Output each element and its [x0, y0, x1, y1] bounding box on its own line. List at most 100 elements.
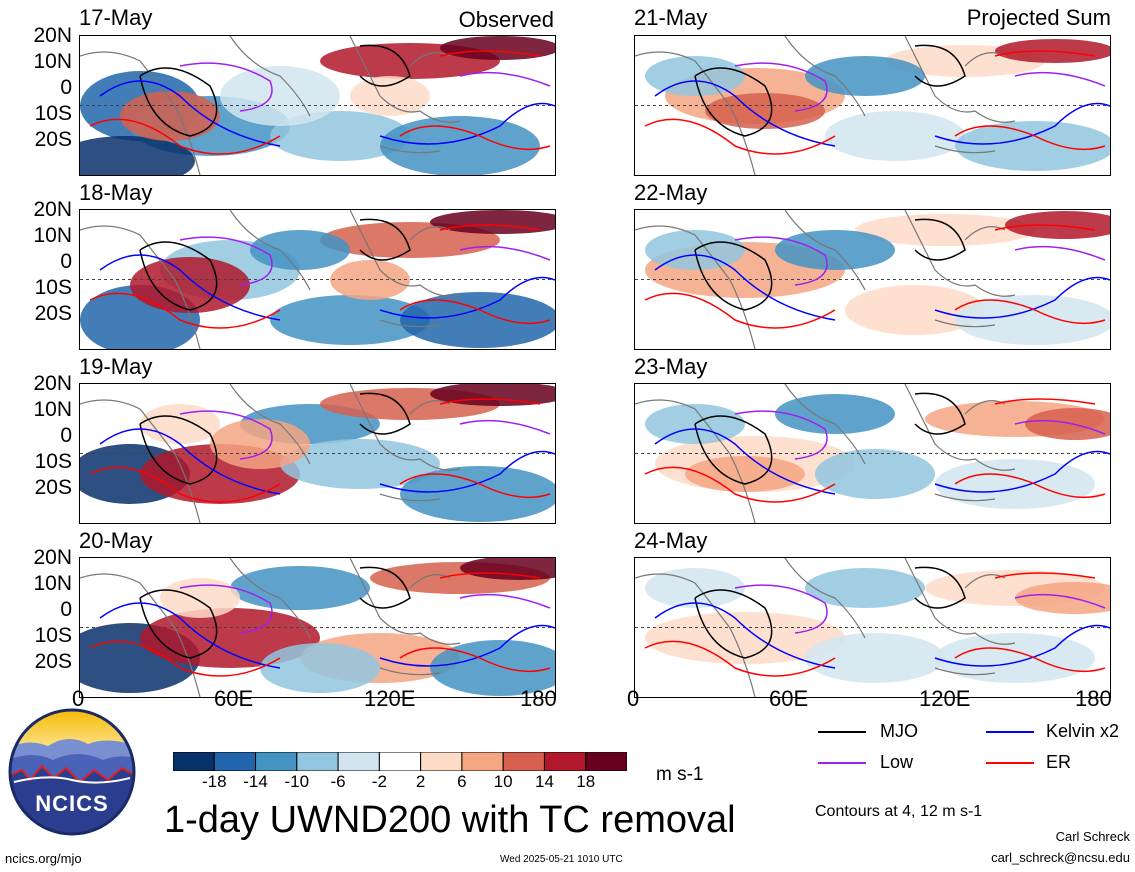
wind-anomaly-region — [805, 56, 925, 96]
kelvin-contour — [654, 428, 1110, 495]
wind-anomaly-region — [935, 459, 1095, 509]
wind-anomaly-region — [210, 419, 310, 469]
wind-anomaly-region — [685, 456, 805, 492]
low-contour — [734, 236, 1106, 286]
lat-tick-10s-row2: 10S — [34, 276, 72, 299]
map-panel-21-may — [634, 35, 1111, 176]
low-contour — [734, 62, 1106, 112]
lat-tick-0-row4: 0 — [60, 598, 72, 621]
wind-anomaly-region — [645, 612, 845, 664]
panel-date-left-3: 19-May — [79, 354, 153, 379]
lon-tick-right-180: 180 — [1075, 686, 1112, 711]
lat-tick-0-row2: 0 — [60, 250, 72, 273]
colorbar-label: -6 — [330, 772, 346, 791]
wind-anomaly-region — [705, 93, 825, 129]
low-contour — [734, 410, 1106, 460]
lon-tick-left-180: 180 — [520, 686, 557, 711]
legend-low-label: Low — [880, 752, 914, 772]
kelvin-contour — [654, 602, 1110, 669]
colorbar-swatch — [585, 751, 628, 772]
coastline — [80, 384, 461, 523]
er-contour — [89, 572, 551, 677]
colorbar-label: -10 — [284, 772, 310, 791]
colorbar-label: -14 — [243, 772, 268, 791]
colorbar-label: 18 — [576, 772, 596, 791]
wind-anomaly-region — [430, 640, 555, 696]
coastline — [635, 558, 1016, 697]
wind-anomaly-region — [845, 285, 985, 335]
low-contour — [734, 584, 1106, 634]
lon-tick-left-60e: 60E — [214, 686, 254, 711]
wind-anomaly-region — [955, 295, 1110, 345]
kelvin-contour — [654, 254, 1110, 321]
lat-tick-10s-row3: 10S — [34, 450, 72, 473]
footer-author: Carl Schreck — [1055, 829, 1130, 844]
wind-anomaly-region — [935, 633, 1095, 683]
panel-date-left-1: 17-May — [79, 5, 153, 30]
map-panel-24-may — [634, 557, 1111, 698]
projected-label: Projected Sum — [966, 5, 1111, 30]
colorbar — [172, 751, 628, 772]
mjo-contour — [694, 44, 966, 137]
lat-tick-10s-row4: 10S — [34, 624, 72, 647]
legend-mjo-line — [818, 731, 866, 733]
mjo-contour — [694, 392, 966, 485]
map-panel-18-may — [79, 209, 556, 350]
colorbar-label: 2 — [415, 772, 426, 791]
kelvin-contour — [99, 80, 555, 147]
contours-note: Contours at 4, 12 m s-1 — [815, 803, 983, 820]
legend-kelvin-label: Kelvin x2 — [1046, 721, 1120, 741]
map-panel-23-may — [634, 383, 1111, 524]
wind-anomaly-region — [955, 121, 1110, 171]
legend-low-line — [818, 762, 866, 764]
wind-anomaly-region — [120, 91, 220, 141]
kelvin-contour — [99, 602, 555, 669]
legend-er-label: ER — [1046, 752, 1072, 772]
colorbar-swatch — [172, 751, 215, 772]
kelvin-contour — [99, 428, 555, 495]
coastline — [635, 210, 1016, 349]
coastline — [635, 384, 1016, 523]
wind-anomaly-region — [775, 394, 895, 434]
colorbar-swatch — [213, 751, 257, 772]
observed-label: Observed — [458, 7, 554, 32]
panel-date-right-1: 21-May — [634, 5, 708, 30]
footer-timestamp: Wed 2025-05-21 1010 UTC — [500, 854, 623, 865]
wind-anomaly-region — [825, 111, 965, 161]
lon-tick-right-60e: 60E — [769, 686, 809, 711]
lon-tick-left-120e: 120E — [364, 686, 416, 711]
wind-anomaly-region — [230, 566, 370, 610]
colorbar-label: 6 — [457, 772, 467, 791]
lon-tick-right-0: 0 — [627, 686, 640, 711]
map-panel-17-may — [79, 35, 556, 176]
colorbar-units: m s-1 — [656, 764, 704, 785]
low-contour — [179, 410, 551, 460]
colorbar-swatch — [502, 751, 545, 772]
lat-tick-20s-row1: 20S — [34, 128, 72, 151]
footer-email[interactable]: carl_schreck@ncsu.edu — [991, 850, 1130, 865]
mjo-contour — [139, 218, 411, 311]
wind-anomaly-region — [250, 230, 350, 270]
er-contour — [644, 572, 1106, 677]
mjo-contour — [139, 392, 411, 485]
lat-tick-20n-row4: 20N — [33, 546, 72, 569]
legend-kelvin-line — [986, 731, 1034, 733]
coastline — [635, 36, 1016, 175]
coastline — [80, 210, 461, 349]
low-contour — [179, 584, 551, 634]
wind-anomaly-region — [130, 257, 250, 313]
mjo-contour — [139, 566, 411, 659]
wind-anomaly-region — [815, 449, 935, 499]
panel-date-right-4: 24-May — [634, 528, 708, 553]
wind-anomaly-region — [1015, 582, 1110, 614]
legend-mjo-label: MJO — [880, 721, 918, 741]
er-contour — [644, 224, 1106, 329]
wind-anomaly-region — [80, 136, 195, 175]
footer-url[interactable]: ncics.org/mjo — [5, 851, 82, 866]
wind-anomaly-region — [270, 295, 430, 345]
colorbar-label: 10 — [493, 772, 513, 791]
colorbar-swatch — [378, 751, 422, 772]
colorbar-label: 14 — [534, 772, 554, 791]
mjo-contour — [694, 218, 966, 311]
kelvin-contour — [99, 254, 555, 321]
